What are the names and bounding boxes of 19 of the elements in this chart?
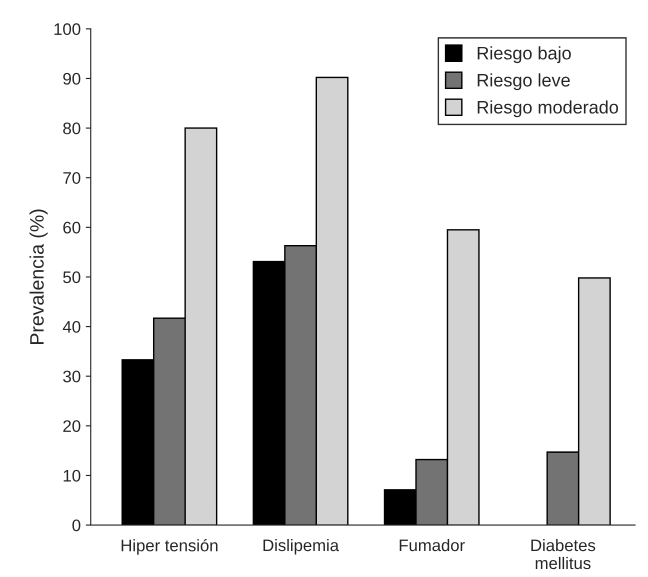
y-tick-label: 40 (62, 320, 80, 333)
x-tick-label: Hiper tensión (122, 538, 218, 555)
y-tick-label: 60 (63, 222, 80, 234)
legend-label: Riesgo moderado (478, 100, 618, 118)
x-tick-label: Fumador (400, 538, 465, 552)
x-tick-label: Diabetes mellitus (531, 538, 596, 570)
y-tick-label: 20 (63, 420, 80, 432)
x-tick-label: Dislipemia (264, 538, 340, 554)
y-tick-label: 10 (64, 470, 80, 482)
y-tick-label: 100 (54, 23, 80, 36)
y-axis-title: Prevalencia (%) (30, 210, 48, 344)
y-tick-label: 50 (63, 271, 80, 284)
y-tick-label: 80 (63, 122, 80, 134)
legend-label: Riesgo bajo (478, 46, 571, 64)
legend-label: Riesgo leve (478, 73, 570, 90)
y-tick-label: 0 (72, 519, 80, 532)
y-tick-label: 70 (63, 172, 80, 184)
y-tick-label: 30 (63, 370, 80, 382)
y-tick-label: 90 (63, 72, 80, 85)
